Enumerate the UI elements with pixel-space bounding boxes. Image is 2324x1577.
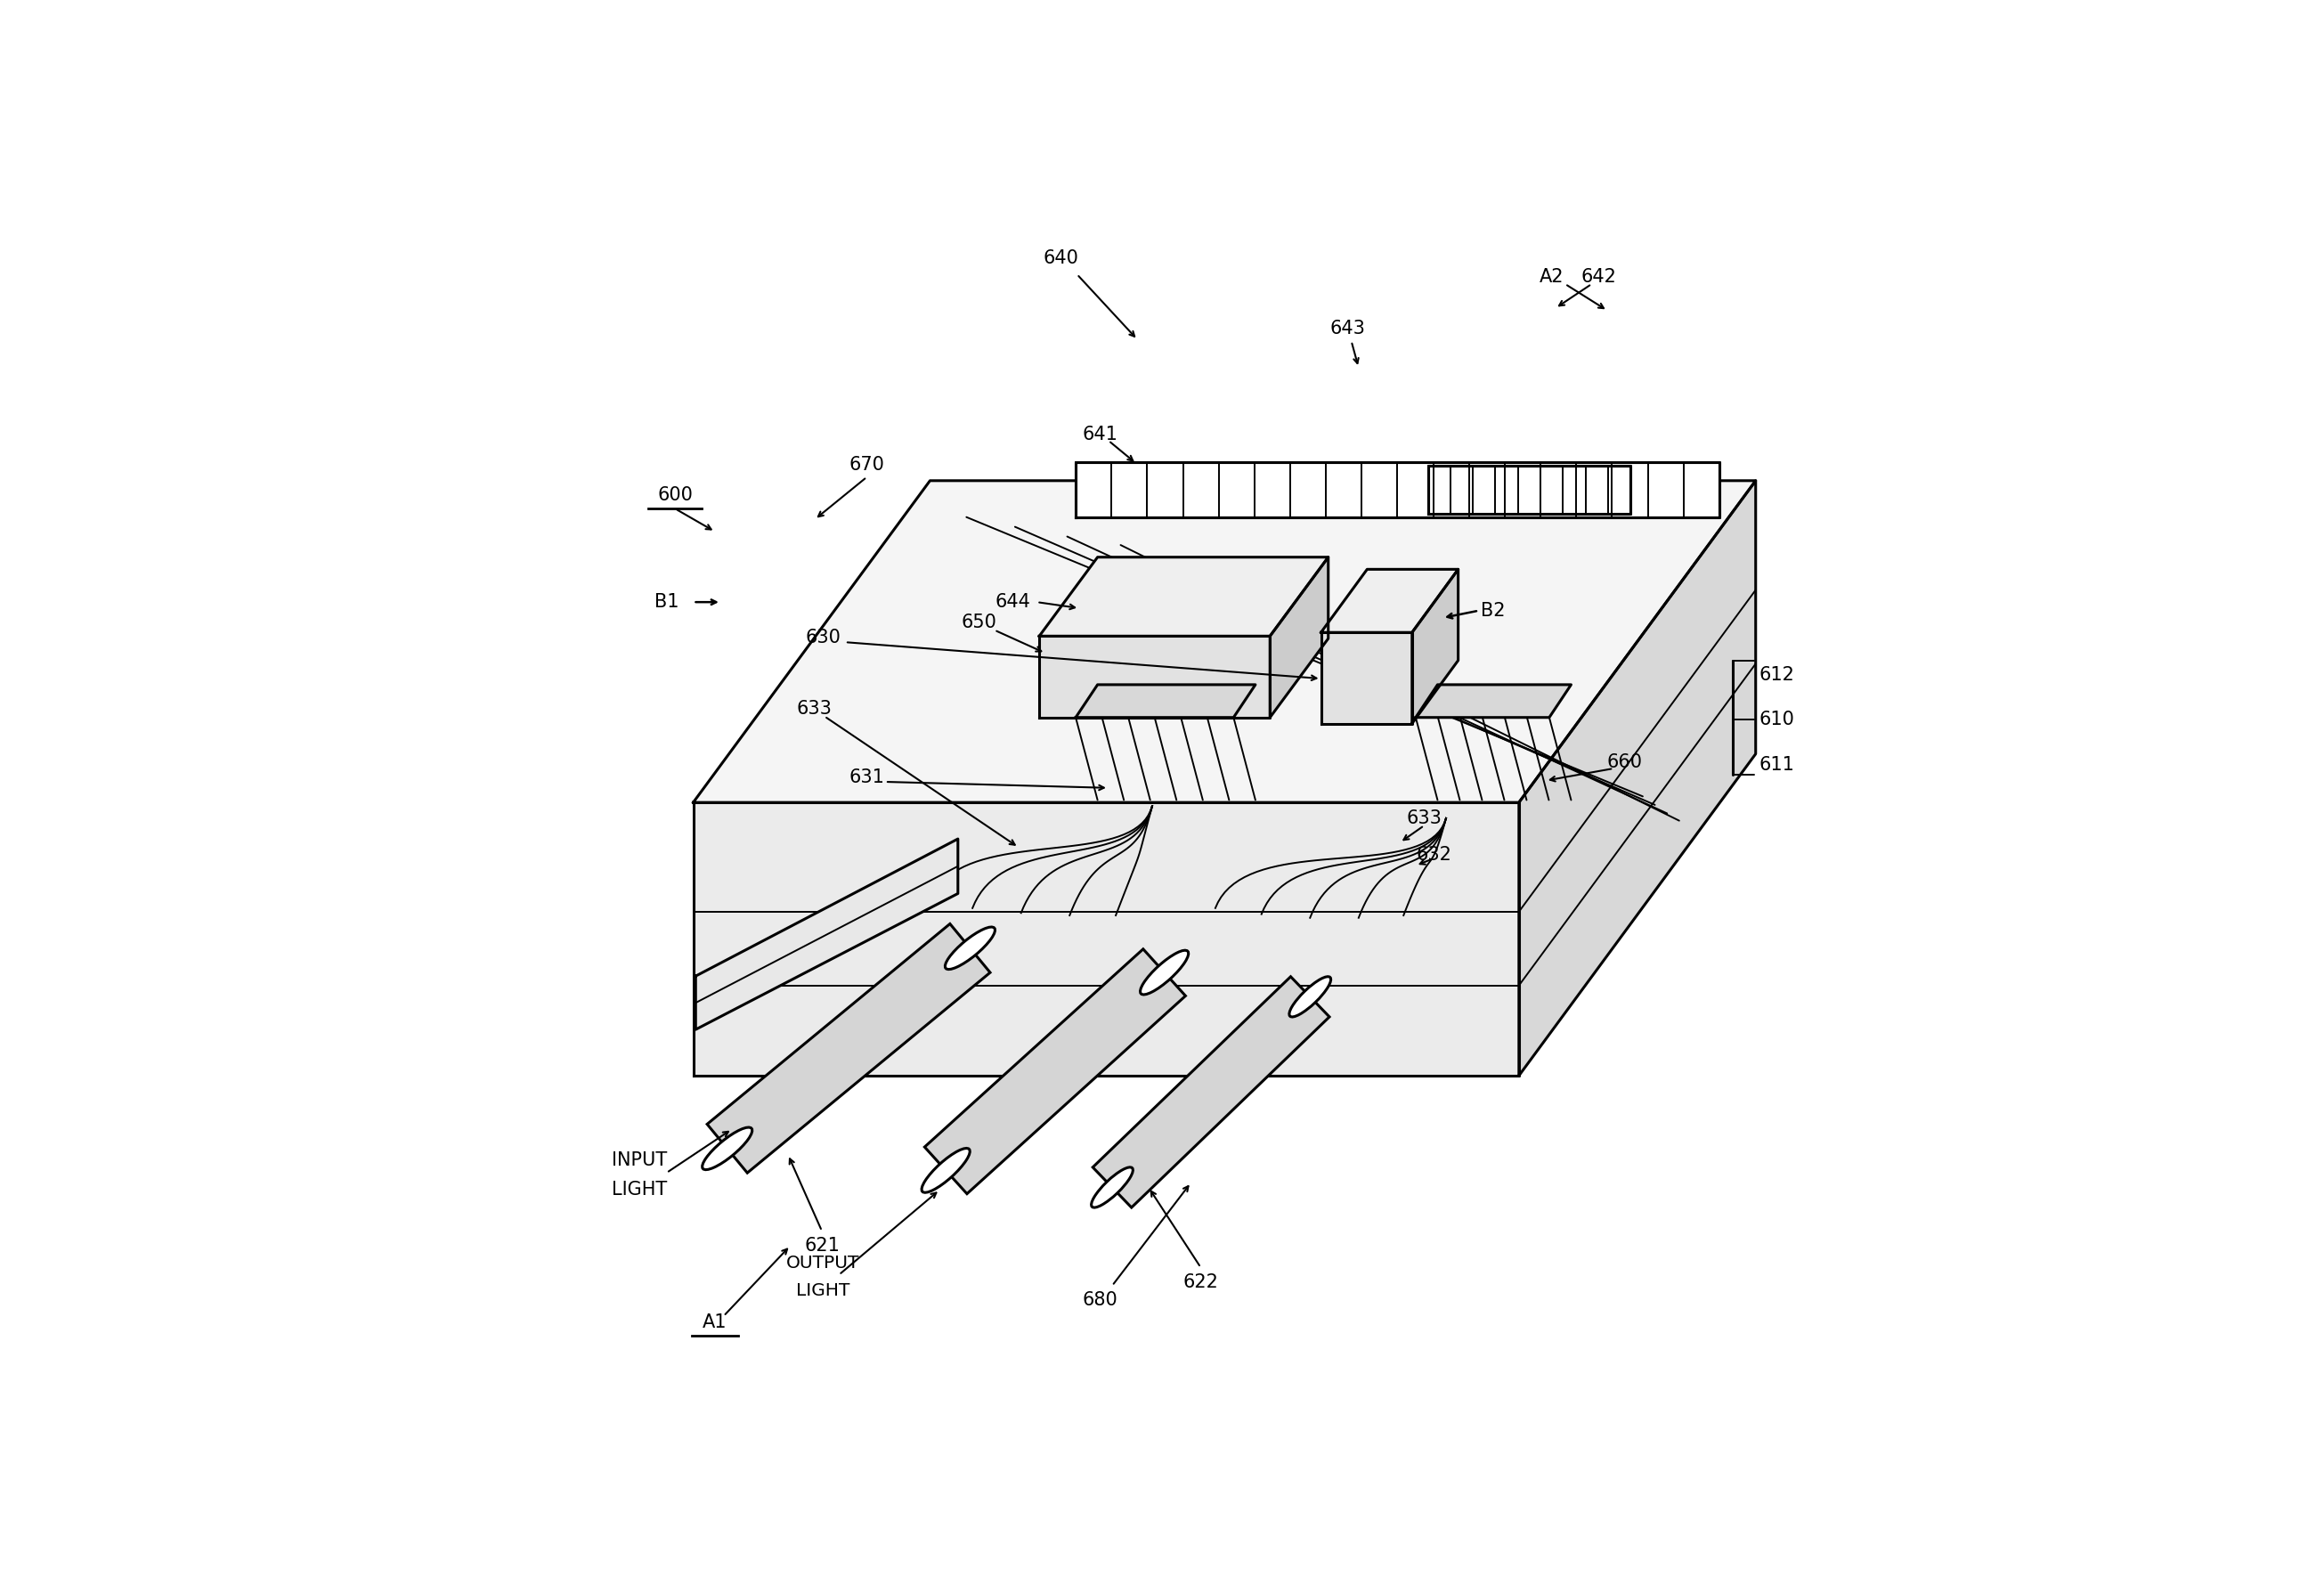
Text: 660: 660 — [1606, 754, 1643, 771]
Text: LIGHT: LIGHT — [797, 1282, 851, 1299]
Polygon shape — [1320, 632, 1413, 724]
Text: 632: 632 — [1415, 845, 1452, 864]
Polygon shape — [1413, 569, 1457, 724]
Text: 650: 650 — [960, 613, 997, 632]
Text: 621: 621 — [804, 1236, 839, 1255]
Polygon shape — [1092, 976, 1329, 1208]
Polygon shape — [1520, 481, 1755, 1076]
Polygon shape — [1076, 684, 1255, 718]
Text: OUTPUT: OUTPUT — [786, 1254, 860, 1271]
Text: A1: A1 — [702, 1314, 727, 1331]
Text: 600: 600 — [658, 486, 693, 505]
Text: 641: 641 — [1083, 426, 1118, 443]
Text: 612: 612 — [1759, 665, 1794, 684]
Ellipse shape — [923, 1148, 969, 1192]
Ellipse shape — [1092, 1167, 1132, 1208]
Text: 643: 643 — [1329, 320, 1367, 337]
Polygon shape — [693, 481, 1755, 803]
Text: 640: 640 — [1043, 249, 1078, 268]
Text: INPUT: INPUT — [611, 1151, 667, 1170]
Text: B2: B2 — [1480, 602, 1506, 620]
Text: 644: 644 — [995, 593, 1030, 610]
Polygon shape — [1427, 467, 1631, 514]
Text: A2: A2 — [1538, 268, 1564, 285]
Polygon shape — [1076, 462, 1720, 517]
Ellipse shape — [1141, 951, 1188, 995]
Text: 611: 611 — [1759, 755, 1794, 774]
Text: 610: 610 — [1759, 711, 1794, 729]
Text: 633: 633 — [797, 700, 832, 718]
Text: 630: 630 — [806, 628, 841, 647]
Polygon shape — [695, 839, 957, 1030]
Polygon shape — [1039, 636, 1269, 718]
Text: 642: 642 — [1580, 268, 1618, 285]
Text: LIGHT: LIGHT — [611, 1181, 667, 1199]
Text: B1: B1 — [655, 593, 679, 610]
Polygon shape — [1320, 569, 1457, 632]
Ellipse shape — [702, 1128, 753, 1170]
Ellipse shape — [1290, 976, 1332, 1017]
Polygon shape — [1269, 557, 1329, 718]
Polygon shape — [1039, 557, 1329, 636]
Text: 670: 670 — [848, 456, 885, 473]
Text: 680: 680 — [1083, 1292, 1118, 1309]
Ellipse shape — [946, 927, 995, 970]
Text: 622: 622 — [1183, 1273, 1218, 1292]
Polygon shape — [706, 924, 990, 1173]
Polygon shape — [693, 803, 1520, 1076]
Text: 633: 633 — [1406, 809, 1441, 828]
Text: 631: 631 — [848, 768, 885, 785]
Polygon shape — [925, 949, 1185, 1194]
Polygon shape — [1415, 684, 1571, 718]
